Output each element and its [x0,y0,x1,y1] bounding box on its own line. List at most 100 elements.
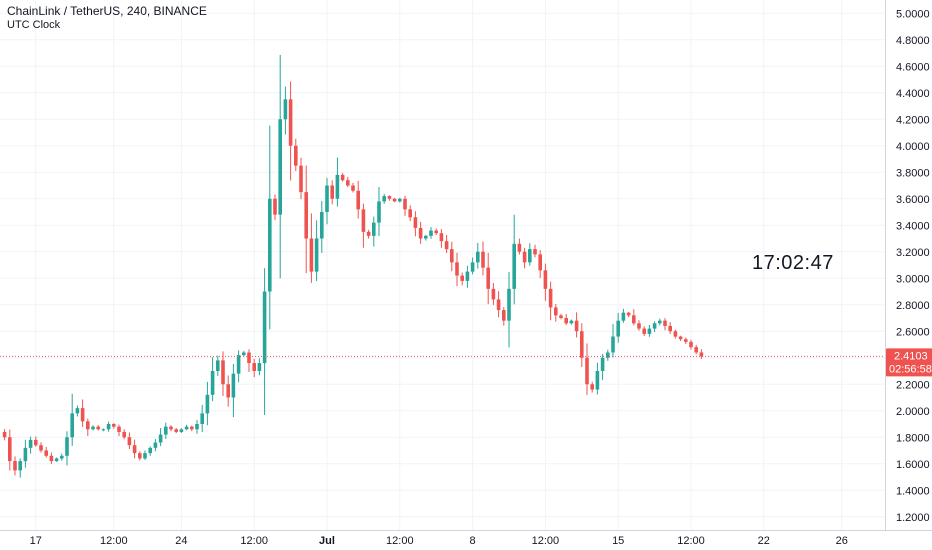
candle-body [455,262,459,276]
candle-body [663,320,667,326]
candle-body [346,180,350,186]
candle [96,425,100,431]
candle [299,157,303,200]
candle-body [699,352,704,357]
candle [205,381,210,426]
candle [268,125,272,330]
candle-body [491,288,496,300]
candle [340,173,345,182]
indicator-legend-label[interactable]: UTC Clock [7,19,61,31]
candle [460,272,464,286]
y-tick-label: 1.6000 [896,459,930,471]
candle [626,311,631,318]
candle [335,157,340,207]
candle [184,424,189,431]
candle [309,213,314,283]
x-tick-label: 12:00 [677,535,705,547]
candle [637,320,641,331]
candle-body [257,363,262,371]
candle [247,349,251,372]
candle-body [533,249,537,255]
candle-body [372,222,376,236]
candle-body [153,442,158,448]
candle-body [429,230,433,236]
candle [153,439,158,452]
candle-body [408,209,412,218]
candle-body [75,408,80,414]
candle [585,343,589,395]
candle [325,177,329,225]
candle-body [684,339,688,342]
candle [418,221,423,244]
candle [361,203,366,248]
x-tick-label: 22 [758,535,770,547]
x-tick-label: 17 [30,535,42,547]
candle-body [86,421,90,430]
candle [408,205,412,222]
candle [600,353,605,381]
candle-body [387,196,392,199]
candle [491,283,496,305]
candle [39,442,43,453]
candle-body [543,270,548,289]
y-tick-label: 4.2000 [896,114,930,126]
symbol-legend-title[interactable]: ChainLink / TetherUS, 240, BINANCE [7,4,207,18]
candle-body [413,217,418,228]
candle [216,355,220,376]
candle-body [569,320,574,324]
candle [699,349,704,359]
candle-body [590,384,594,390]
candle [252,358,256,378]
candle [554,303,558,322]
x-tick-label: 12:00 [240,535,268,547]
candle-body [143,453,147,459]
candle-body [205,394,210,414]
candle [138,451,142,461]
candle-body [481,251,485,268]
candle-body [647,328,652,334]
candle [210,357,215,402]
candle [647,324,652,337]
candle-body [340,174,345,181]
candle-body [96,426,100,430]
candle [86,418,90,436]
candle [694,344,698,355]
candle-body [294,145,298,166]
y-tick-label: 3.0000 [896,273,930,285]
candle-body [268,198,272,292]
candle [366,229,371,239]
price-badge-value: 2.4103 [894,350,928,362]
y-tick-label: 2.6000 [896,326,930,338]
candle [158,428,163,447]
candle [684,337,688,345]
candle-body [403,198,407,210]
candle-body [465,271,470,281]
candle [80,399,85,427]
candle-body [169,426,173,430]
candle [486,252,490,305]
candle-body [585,357,589,385]
candle-body [522,251,527,263]
candle [533,244,537,258]
y-tick-label: 4.8000 [896,35,930,47]
candle-body [231,373,236,398]
candle [44,447,48,458]
candle [429,227,433,239]
candle [190,425,194,432]
candle [231,363,236,418]
candle-body [158,434,163,443]
candle-body [694,347,698,353]
candle [413,211,418,237]
candle [611,323,615,358]
candle [465,265,470,288]
candle-body [507,288,511,321]
candle-body [39,445,43,451]
candle [507,271,511,348]
candle [377,186,381,237]
candle [13,456,17,476]
candle-body [606,352,610,358]
candle [330,180,334,205]
